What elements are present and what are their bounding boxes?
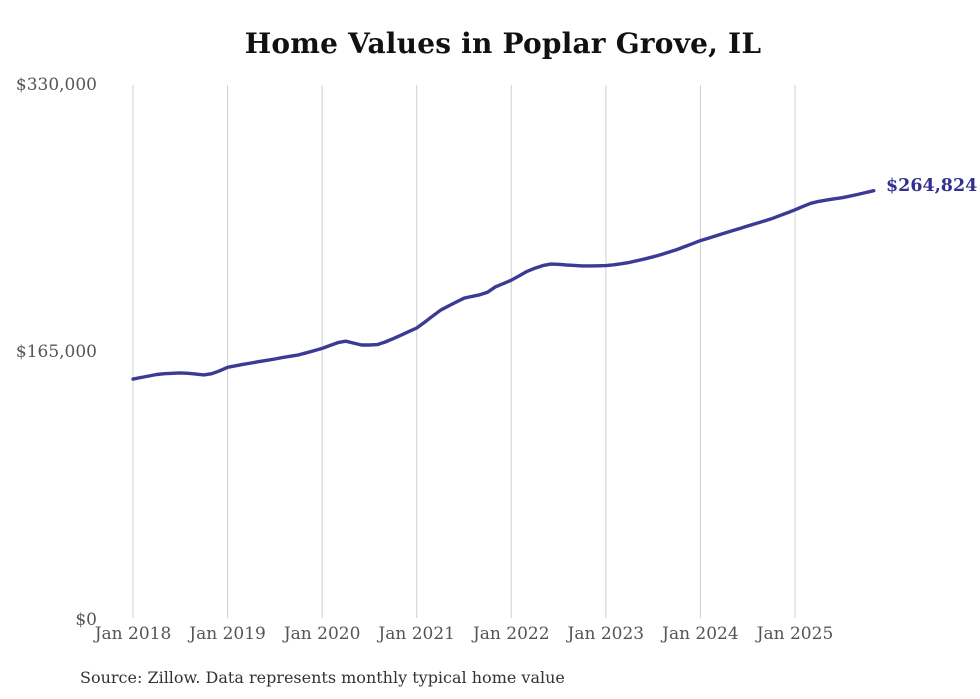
- y-axis-tick-label-165000: $165,000: [15, 342, 97, 362]
- source-note: Source: Zillow. Data represents monthly …: [80, 668, 565, 687]
- x-axis-labels-row: Jan 2018 Jan 2019 Jan 2020 Jan 2021 Jan 2022…: [0, 624, 980, 646]
- x-axis-tick-label: Jan 2021: [378, 624, 455, 644]
- latest-value-annotation: $264,824: [886, 176, 978, 196]
- y-axis-tick-label-0: $0: [75, 610, 97, 630]
- x-axis-tick-label: Jan 2025: [756, 624, 834, 644]
- x-axis-tick-label: Jan 2020: [283, 624, 361, 644]
- x-axis-tick-label: Jan 2024: [662, 624, 739, 644]
- chart-title: Home Values in Poplar Grove, IL: [244, 27, 762, 60]
- y-axis-tick-label-330000: $330,000: [15, 75, 97, 95]
- home-value-line: [131, 189, 876, 381]
- x-axis-tick-label: Jan 2018: [94, 624, 172, 644]
- x-axis-tick-label: Jan 2023: [567, 624, 645, 644]
- x-axis-tick-label: Jan 2019: [189, 624, 266, 644]
- x-axis-tick-label: Jan 2022: [472, 624, 550, 644]
